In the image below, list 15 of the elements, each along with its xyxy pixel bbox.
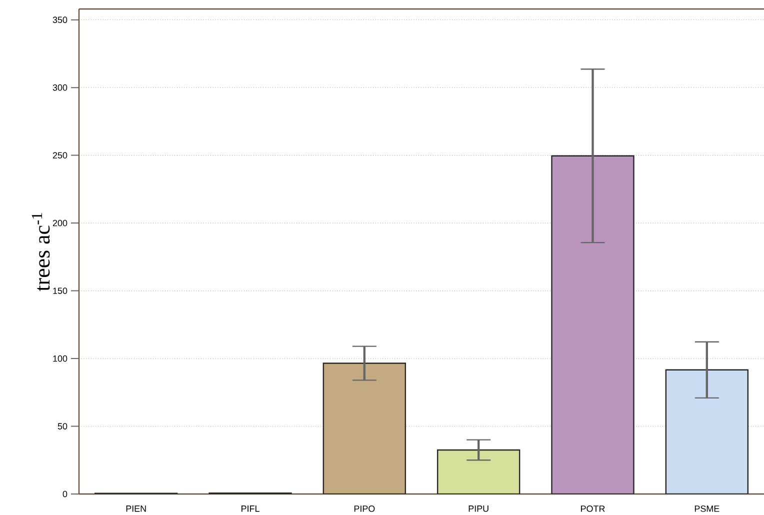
x-tick-label: PIPO [354,506,375,512]
y-tick-label: 0 [62,490,68,498]
y-tick-label: 100 [53,355,68,362]
y-tick-label: 300 [52,84,68,91]
x-tick-label: PSME [694,506,720,512]
x-tick-label: POTR [581,506,605,512]
y-tick-label: 200 [52,220,68,226]
x-tick-label: PIEN [126,506,146,512]
y-tick-label: 50 [58,423,68,430]
x-tick-label: PIFL [242,506,260,512]
y-tick-label: 250 [52,152,68,158]
y-tick-label: 150 [53,288,68,294]
y-axis-title: trees ac$^{-1}$ [32,213,50,292]
y-tick-label: 350 [52,16,68,24]
x-tick-label: PIPU [468,506,488,512]
